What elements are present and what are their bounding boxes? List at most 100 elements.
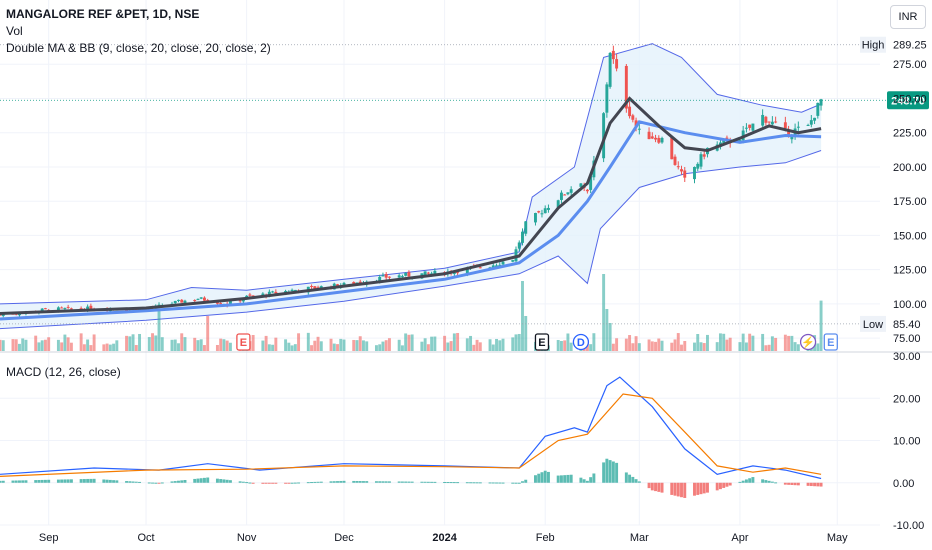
macd-histogram-bar	[47, 479, 51, 483]
volume-bar	[342, 339, 346, 351]
volume-bar	[63, 334, 67, 351]
candle-body	[559, 192, 563, 200]
macd-histogram-bar	[650, 482, 654, 491]
candle-body	[183, 300, 187, 304]
volume-bar	[631, 343, 635, 351]
candle-body	[407, 272, 411, 277]
price-tick-label: 100.00	[893, 299, 927, 311]
macd-histogram-bar	[407, 481, 411, 483]
candle-body	[293, 289, 297, 291]
volume-bars	[0, 274, 823, 351]
macd-histogram-bar	[602, 462, 606, 483]
candle-body	[657, 137, 661, 143]
tag-bg	[860, 315, 886, 332]
macd-histogram-bar	[488, 482, 492, 484]
macd-histogram-bar	[228, 480, 232, 483]
volume-bar	[352, 339, 356, 351]
vol-label[interactable]: Vol	[6, 24, 23, 38]
macd-histogram-bar	[43, 479, 47, 483]
volume-bar	[284, 339, 288, 351]
macd-histogram-bar	[40, 479, 44, 483]
volume-bar	[14, 339, 18, 351]
macd-histogram-bar	[374, 481, 378, 483]
volume-bar	[310, 345, 314, 351]
candle-body	[774, 121, 778, 123]
volume-bar	[764, 345, 768, 351]
volume-bar	[407, 334, 411, 351]
macd-histogram-bar	[741, 480, 745, 483]
candle-body	[498, 264, 502, 266]
volume-bar	[702, 343, 706, 351]
macd-histogram-bar	[543, 470, 547, 483]
macd-histogram-bar	[767, 480, 771, 483]
candle-body	[761, 114, 765, 126]
candle-body	[193, 300, 197, 302]
macd-histogram-bar	[134, 481, 138, 483]
volume-bar	[443, 335, 447, 351]
volume-bar	[332, 343, 336, 351]
event-letter: ⚡	[801, 336, 815, 349]
time-tick-label: 2024	[432, 532, 457, 544]
candle-body	[501, 261, 505, 265]
time-tick-label: May	[827, 532, 848, 544]
currency-button[interactable]: INR	[890, 5, 926, 29]
volume-bar	[728, 337, 732, 351]
macd-histogram-bar	[284, 482, 288, 484]
macd-label[interactable]: MACD (12, 26, close)	[6, 365, 121, 379]
candle-body	[589, 176, 593, 190]
candle-body	[1, 314, 5, 316]
volume-bar	[433, 336, 437, 351]
volume-bar	[559, 340, 563, 351]
volume-bar	[611, 343, 615, 351]
volume-bar	[718, 333, 722, 351]
volume-bar	[683, 340, 687, 351]
volume-bar	[147, 337, 151, 351]
indicator-label[interactable]: Double MA & BB (9, close, 20, close, 20,…	[6, 41, 271, 55]
candle-body	[546, 207, 550, 210]
macd-histogram-bar	[631, 476, 635, 483]
macd-histogram-bar	[624, 472, 628, 483]
volume-bar	[615, 338, 619, 351]
macd-histogram-bar	[702, 482, 706, 494]
volume-bar	[199, 339, 203, 351]
candle-body	[676, 166, 680, 168]
volume-bar	[478, 342, 482, 351]
candle-body	[384, 274, 388, 278]
macd-histogram-bar	[693, 482, 696, 496]
symbol-title[interactable]: MANGALORE REF &PET, 1D, NSE	[6, 7, 200, 21]
macd-histogram-bar	[559, 475, 563, 483]
volume-bar	[157, 309, 161, 351]
volume-bar	[105, 343, 109, 351]
volume-bar	[404, 333, 408, 351]
macd-histogram-bar	[310, 482, 314, 484]
macd-histogram-bar	[225, 479, 229, 483]
macd-histogram-bar	[426, 481, 430, 483]
macd-histogram-bar	[452, 482, 456, 484]
volume-bar	[423, 338, 427, 351]
candle-body	[744, 127, 748, 129]
candle-body	[456, 272, 460, 274]
macd-histogram-bar	[813, 482, 817, 487]
price-tick-label: 150.00	[893, 230, 927, 242]
macd-histogram-bar	[154, 482, 158, 484]
volume-bar	[521, 281, 524, 351]
candle-body	[271, 291, 275, 293]
volume-bar	[566, 333, 570, 351]
macd-histogram-bar	[787, 482, 791, 485]
time-tick-label: Nov	[237, 532, 257, 544]
volume-bar	[790, 335, 794, 351]
macd-histogram-bar	[738, 481, 742, 483]
macd-histogram-bar	[569, 474, 573, 483]
macd-histogram-bar	[761, 479, 765, 483]
volume-bar	[469, 335, 473, 351]
volume-bar	[624, 338, 628, 351]
macd-histogram-bar	[219, 479, 223, 483]
macd-histogram-bar	[177, 480, 180, 483]
macd-histogram-bar	[449, 482, 453, 484]
macd-histogram-bar	[524, 479, 528, 483]
macd-histogram-bar	[673, 482, 677, 496]
candle-body	[423, 271, 427, 275]
candle-body	[79, 308, 83, 310]
macd-histogram-bar	[751, 477, 755, 483]
